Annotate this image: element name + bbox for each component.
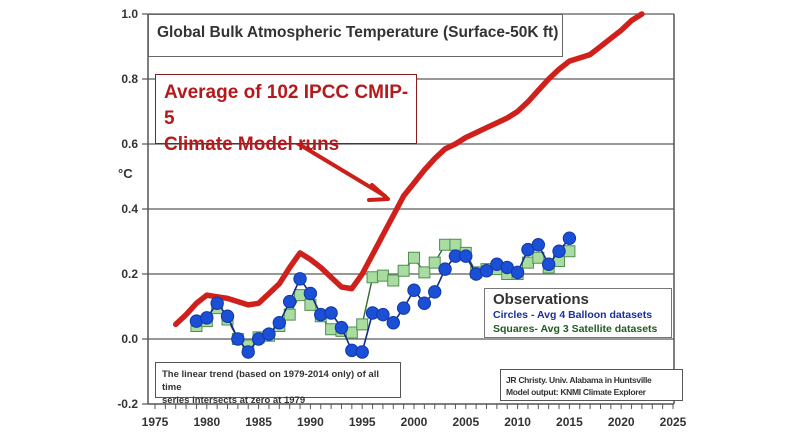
x-tick-label: 1975 [142, 415, 169, 429]
x-tick-label: 2025 [660, 415, 687, 429]
trend-note-line-1: The linear trend (based on 1979-2014 onl… [162, 369, 379, 393]
balloon-point [479, 264, 494, 278]
arrow-head [367, 183, 390, 202]
satellite-point [345, 326, 358, 339]
x-tick-label: 2010 [504, 415, 531, 429]
satellite-point [356, 318, 369, 331]
balloon-point [510, 265, 525, 280]
balloon-point [428, 285, 442, 299]
balloon-point [355, 345, 369, 359]
model-annotation-line-2: Climate Model runs [164, 134, 340, 155]
trend-note-line-2: series intersects at zero at 1979 [162, 395, 306, 406]
balloon-point [438, 262, 452, 276]
balloon-point [200, 311, 214, 325]
satellite-point [449, 238, 462, 251]
x-tick-label: 2015 [556, 415, 583, 429]
balloon-point [241, 345, 255, 359]
observations-legend: Observations Circles - Avg 4 Balloon dat… [484, 288, 672, 338]
y-tick-label: 0.8 [121, 72, 138, 86]
balloon-point [231, 332, 245, 346]
y-tick-label: 0.6 [121, 137, 138, 151]
y-tick-label: 0.2 [121, 267, 138, 281]
y-tick-label: 0.4 [121, 202, 138, 216]
balloon-point [552, 244, 566, 258]
x-tick-label: 1980 [193, 415, 220, 429]
balloon-point [210, 296, 224, 310]
balloon-point [324, 306, 338, 320]
balloon-point [220, 309, 235, 323]
balloon-point [531, 238, 546, 252]
satellite-point [532, 251, 545, 264]
balloon-point [293, 272, 307, 286]
x-tick-label: 2020 [608, 415, 635, 429]
balloon-point [562, 231, 577, 245]
model-annotation-line-1: Average of 102 IPCC CMIP-5 [164, 82, 409, 129]
chart-title: Global Bulk Atmospheric Temperature (Sur… [148, 14, 563, 57]
balloon-point [459, 249, 473, 263]
balloon-point [303, 286, 318, 301]
satellite-point [325, 323, 338, 336]
satellite-point [366, 271, 379, 284]
annotation-arrow [295, 141, 390, 202]
satellite-point [387, 274, 400, 287]
credit-note: JR Christy. Univ. Alabama in Huntsville … [500, 369, 683, 401]
model-annotation: Average of 102 IPCC CMIP-5 Climate Model… [155, 74, 417, 155]
satellite-point [428, 256, 441, 269]
trend-note: The linear trend (based on 1979-2014 onl… [155, 362, 401, 406]
arrow-shaft [295, 141, 387, 198]
balloon-point [541, 257, 556, 271]
satellite-point [397, 264, 410, 277]
y-tick-label: 0.0 [121, 332, 138, 346]
y-tick-label: 1.0 [121, 7, 138, 21]
balloon-point [407, 283, 421, 297]
satellite-point [439, 238, 452, 251]
balloon-point [376, 307, 390, 322]
satellite-point [418, 266, 431, 279]
axes [142, 13, 675, 409]
satellite-point [294, 289, 307, 302]
balloon-series [189, 231, 577, 359]
y-axis-unit-label: °C [118, 166, 133, 181]
satellite-point [408, 251, 420, 264]
x-tick-label: 1985 [245, 415, 272, 429]
tick-labels: -0.2 0.0 0.2 0.4 0.6 0.8 1.0 1975 1980 1985 1990 19… [117, 7, 686, 429]
balloon-point [272, 316, 287, 330]
balloon-point [282, 294, 297, 309]
legend-entry-squares: Squares- Avg 3 Satellite datasets [493, 323, 658, 335]
credit-line-2: Model output: KNMI Climate Explorer [506, 387, 646, 397]
legend-entry-circles: Circles - Avg 4 Balloon datasets [493, 309, 653, 321]
balloon-point [396, 301, 411, 315]
balloon-point [417, 296, 432, 310]
x-tick-label: 2000 [401, 415, 428, 429]
balloon-point [262, 327, 276, 341]
y-tick-label: -0.2 [117, 397, 138, 411]
satellite-point [376, 269, 389, 282]
legend-title: Observations [493, 291, 589, 308]
balloon-point [386, 316, 400, 330]
x-tick-label: 1995 [349, 415, 376, 429]
x-tick-label: 1990 [297, 415, 324, 429]
credit-line-1: JR Christy. Univ. Alabama in Huntsville [506, 375, 652, 385]
model-average-line [172, 11, 645, 328]
balloon-point [334, 320, 349, 335]
series-layer [172, 11, 645, 359]
x-tick-label: 2005 [452, 415, 479, 429]
